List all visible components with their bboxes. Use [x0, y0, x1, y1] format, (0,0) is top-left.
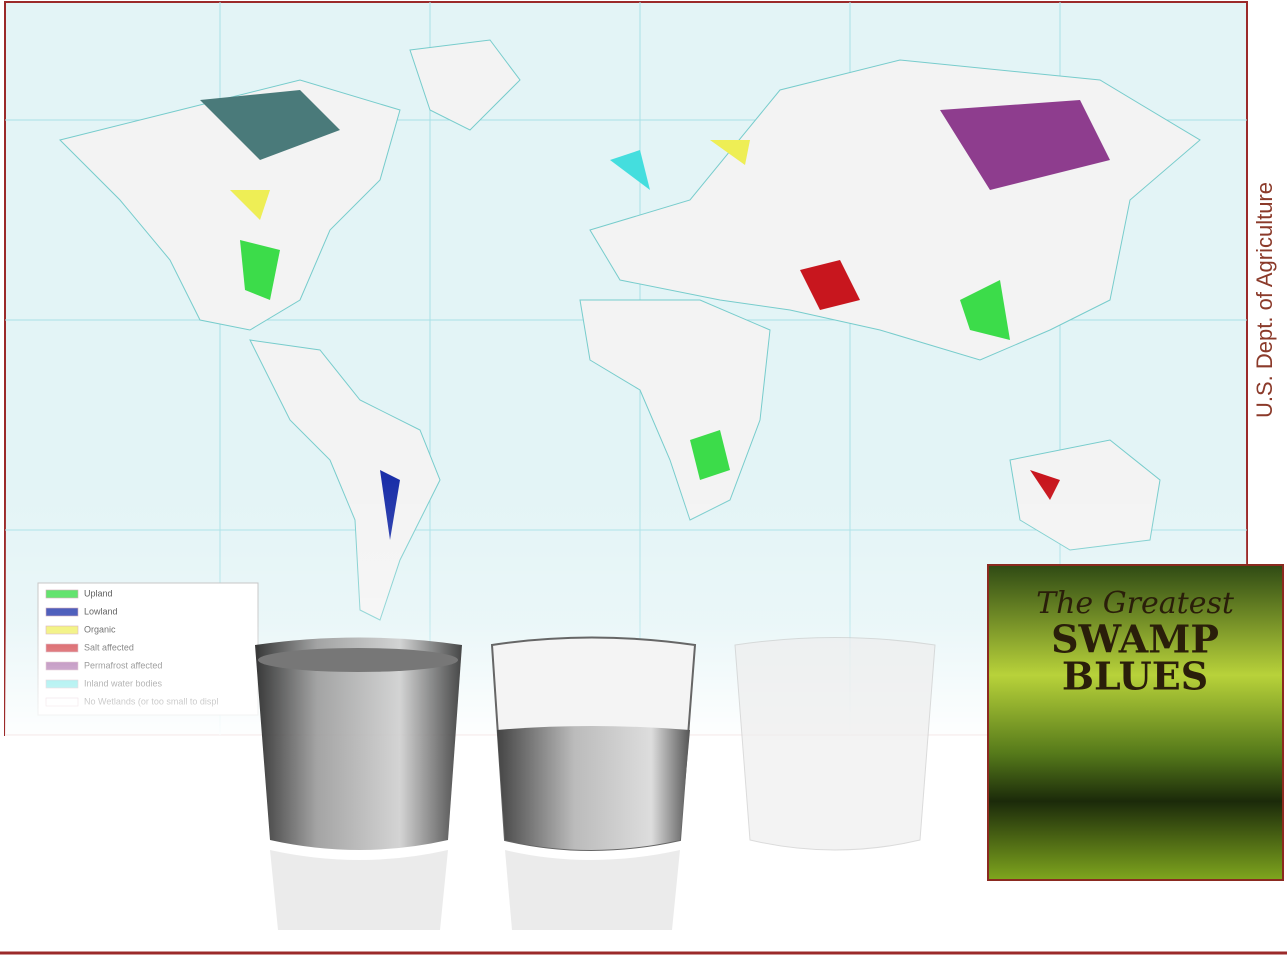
attribution: U.S. Dept. of Agriculture [1252, 182, 1277, 418]
page: {"attribution": "U.S. Dept. of Agricultu… [0, 0, 1287, 965]
slide: UplandLowlandOrganicSalt affectedPermafr… [0, 0, 1287, 965]
album-cover: The Greatest SWAMP BLUES [988, 565, 1283, 880]
glasses [255, 638, 935, 931]
album-line3: BLUES [1062, 654, 1208, 699]
